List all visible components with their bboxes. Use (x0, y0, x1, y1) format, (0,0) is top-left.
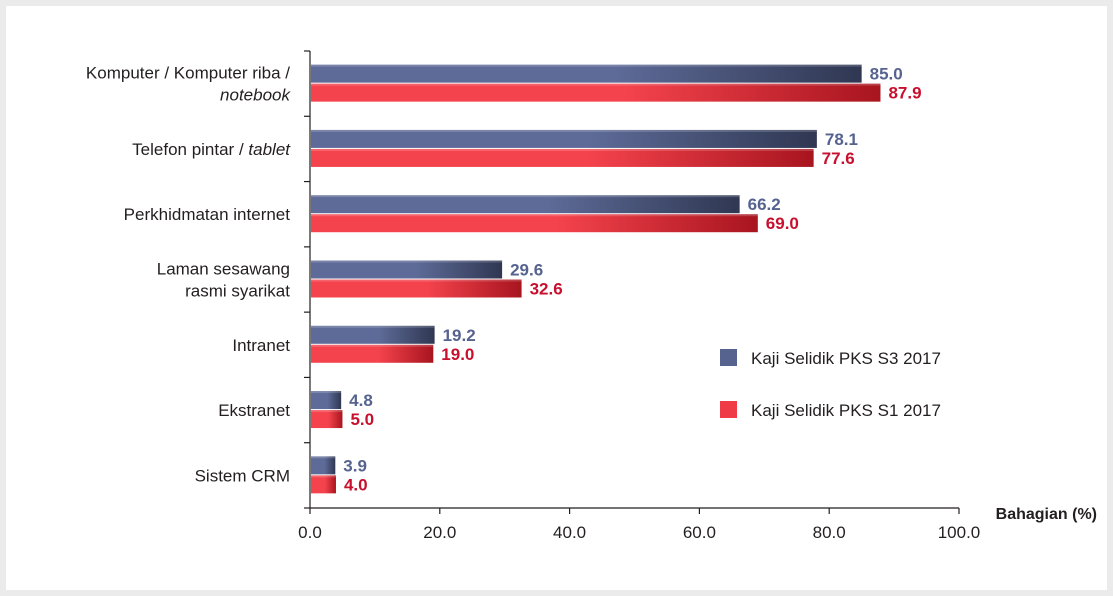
category-label-line2: notebook (220, 86, 291, 105)
bar-highlight (311, 148, 814, 151)
bar-s3 (311, 129, 817, 148)
bar-highlight (311, 456, 336, 459)
bar-highlight (311, 391, 342, 394)
x-tick-label: 100.0 (938, 523, 981, 542)
category-label: Laman sesawang (157, 260, 290, 279)
bar-highlight (311, 83, 881, 86)
bar-s3 (311, 391, 342, 410)
bar-s3 (311, 325, 435, 344)
x-tick-label: 20.0 (423, 523, 456, 542)
bar-s3 (311, 260, 503, 279)
x-tick-label: 60.0 (683, 523, 716, 542)
bar-s3 (311, 195, 740, 214)
bar-s1 (311, 475, 336, 494)
bar-s3 (311, 64, 862, 83)
bar-value-label: 19.0 (441, 345, 474, 364)
bar-value-label: 19.2 (443, 326, 476, 345)
bar-value-label: 29.6 (510, 261, 543, 280)
category-label-line2: rasmi syarikat (185, 282, 290, 301)
legend-swatch (720, 401, 737, 418)
x-axis-title: Bahagian (%) (996, 506, 1097, 523)
bar-s3 (311, 456, 336, 475)
bar-highlight (311, 260, 503, 263)
x-tick-label: 40.0 (553, 523, 586, 542)
bar-highlight (311, 195, 740, 198)
bar-highlight (311, 214, 758, 217)
bar-highlight (311, 279, 522, 282)
category-label: Komputer / Komputer riba / (86, 64, 290, 83)
bar-value-label: 4.0 (344, 475, 368, 494)
bar-s1 (311, 279, 522, 298)
bar-highlight (311, 64, 862, 67)
bar-value-label: 78.1 (825, 130, 858, 149)
chart-frame: 0.0 20.0 40.0 60.0 80.0 100.0 Bahagian (%) Komp… (6, 6, 1107, 590)
bar-chart: 0.0 20.0 40.0 60.0 80.0 100.0 Bahagian (%) Komp… (86, 50, 1097, 542)
bar-highlight (311, 344, 434, 347)
bar-value-label: 32.6 (530, 280, 563, 299)
category-label: Telefon pintar / tablet (132, 140, 291, 159)
legend-swatch (720, 349, 737, 366)
bar-value-label: 85.0 (870, 65, 903, 84)
bar-value-label: 77.6 (822, 149, 855, 168)
category-label: Sistem CRM (195, 466, 290, 485)
bar-value-label: 66.2 (748, 195, 781, 214)
category-label: Ekstranet (218, 401, 290, 420)
bar-s1 (311, 344, 434, 363)
bar-value-label: 87.9 (888, 84, 921, 103)
bar-value-label: 4.8 (349, 391, 373, 410)
x-tick-label: 80.0 (813, 523, 846, 542)
legend-label: Kaji Selidik PKS S3 2017 (751, 349, 941, 368)
bar-s1 (311, 214, 758, 233)
bar-highlight (311, 129, 817, 132)
bar-value-label: 5.0 (350, 410, 374, 429)
bar-s1 (311, 410, 343, 429)
bar-s1 (311, 83, 881, 102)
category-label: Perkhidmatan internet (124, 205, 291, 224)
legend-label: Kaji Selidik PKS S1 2017 (751, 401, 941, 420)
bar-highlight (311, 325, 435, 328)
bar-highlight (311, 410, 343, 413)
bar-value-label: 69.0 (766, 214, 799, 233)
bar-value-label: 3.9 (343, 456, 367, 475)
x-tick-label: 0.0 (298, 523, 322, 542)
bar-s1 (311, 148, 814, 167)
category-label: Intranet (232, 336, 290, 355)
bar-highlight (311, 475, 336, 478)
